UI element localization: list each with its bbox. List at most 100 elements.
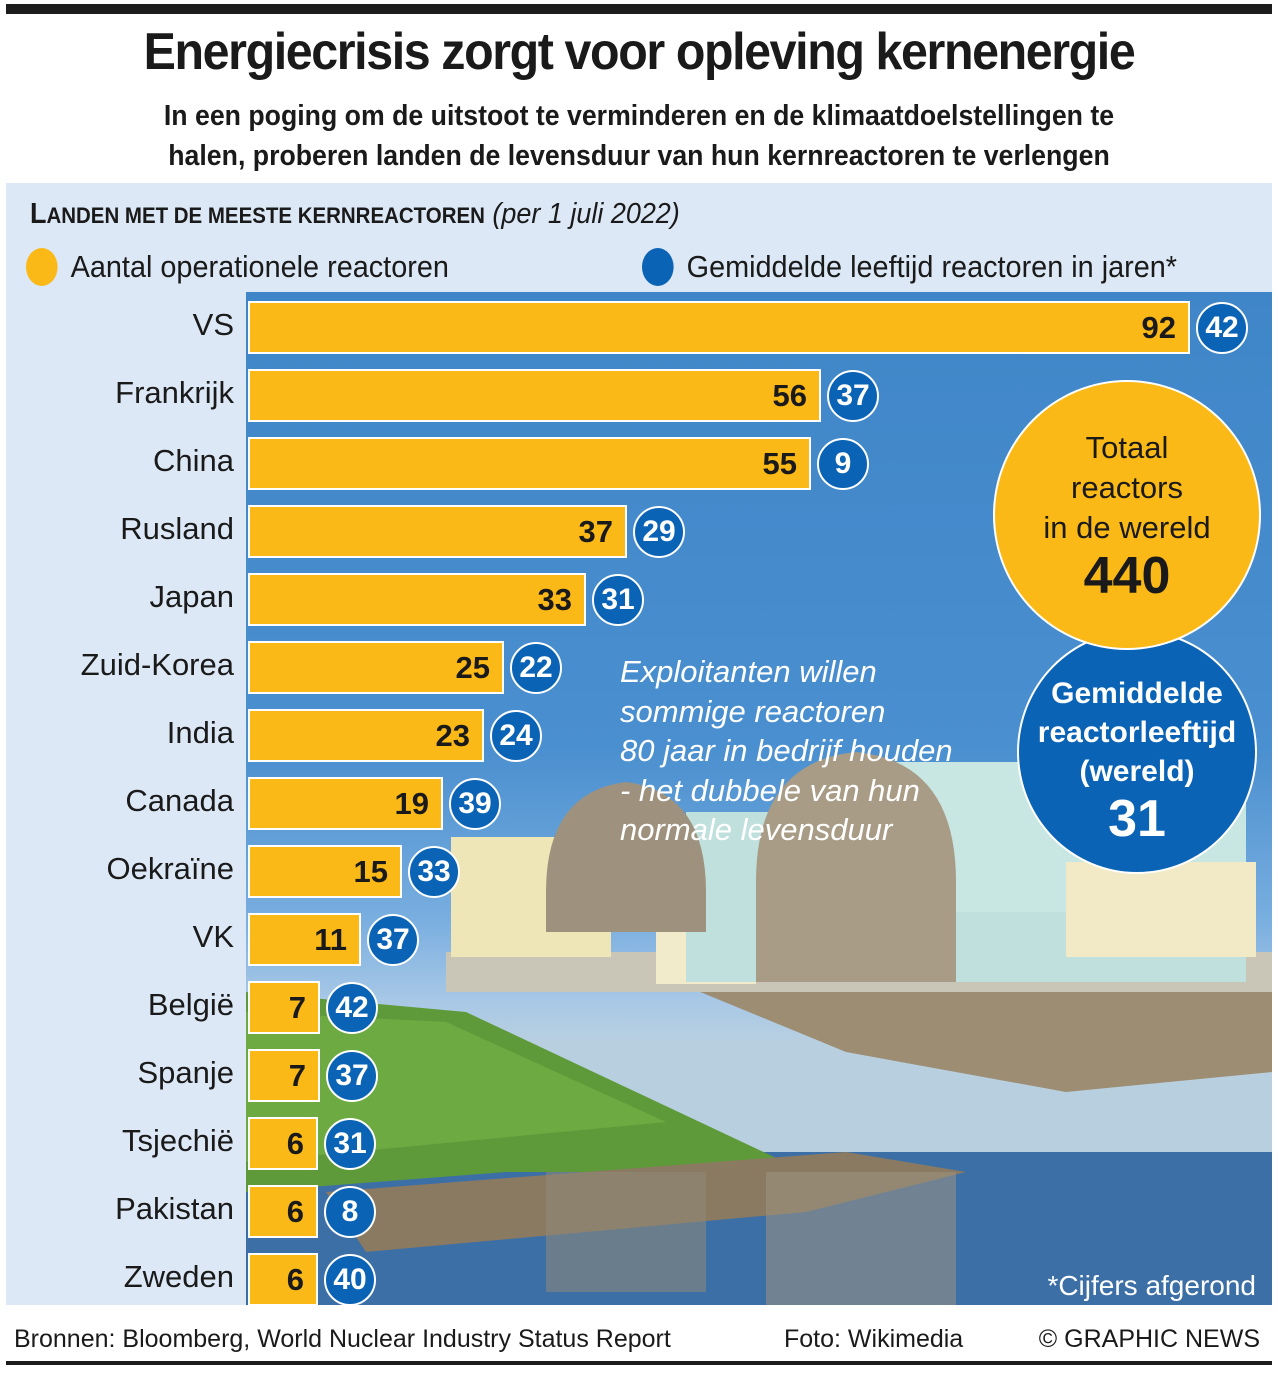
reactor-count-bar: 23	[248, 709, 484, 762]
top-rule	[6, 4, 1272, 14]
reactor-count-label: 23	[435, 717, 470, 753]
country-label: Frankrijk	[115, 375, 234, 410]
country-label: China	[153, 443, 234, 478]
country-label: Tsjechië	[122, 1123, 234, 1158]
reactor-count-label: 6	[286, 1261, 304, 1297]
dome-reflection-right	[766, 1172, 956, 1305]
reactor-count-label: 55	[762, 445, 797, 481]
reactor-count-label: 7	[288, 989, 306, 1025]
sources: Bronnen: Bloomberg, World Nuclear Indust…	[14, 1325, 671, 1353]
annotation-line: Exploitanten willen	[620, 654, 877, 689]
country-label: Pakistan	[115, 1191, 234, 1226]
reactor-count-bar: 6	[248, 1117, 318, 1170]
average-age-badge: 33	[408, 846, 460, 898]
chart-heading-first-letter: L	[30, 198, 47, 230]
total-value: 440	[1083, 547, 1171, 605]
average-age-bubble: Gemiddelde reactorleeftijd (wereld) 31	[1017, 630, 1257, 874]
total-label-line: reactors	[1071, 470, 1183, 505]
age-label-line: Gemiddelde	[1051, 677, 1223, 710]
reactor-count-label: 11	[314, 921, 347, 957]
average-age-badge: 37	[326, 1050, 378, 1102]
reactor-count-label: 56	[772, 377, 807, 413]
reactor-count-bar: 7	[248, 981, 320, 1034]
age-value: 31	[1108, 790, 1166, 848]
annotation-line: 80 jaar in bedrijf houden	[620, 733, 953, 768]
average-age-badge: 8	[324, 1186, 376, 1238]
reactor-count-label: 19	[394, 785, 429, 821]
copyright: © GRAPHIC NEWS	[1038, 1325, 1260, 1353]
bottom-rule	[6, 1361, 1272, 1365]
reactor-dome-right	[756, 752, 956, 982]
average-age-badge: 37	[367, 914, 419, 966]
annotation-line: sommige reactoren	[620, 693, 886, 729]
subtitle-line-2: halen, proberen landen de levensduur van…	[168, 140, 1110, 172]
yellow-dot-icon	[26, 248, 58, 286]
total-reactors-bubble: Totaal reactors in de wereld 440	[993, 380, 1261, 650]
average-age-badge: 31	[324, 1118, 376, 1170]
reactor-count-label: 33	[537, 581, 572, 617]
country-label: Japan	[149, 579, 234, 614]
page-title: Energiecrisis zorgt voor opleving kernen…	[143, 23, 1136, 81]
footnote: *Cijfers afgerond	[1047, 1270, 1256, 1301]
average-age-badge: 24	[490, 710, 542, 762]
country-label: India	[166, 715, 234, 750]
reactor-count-bar: 37	[248, 505, 627, 558]
building-right	[1066, 862, 1256, 957]
reactor-count-label: 15	[353, 853, 388, 889]
total-label-line: Totaal	[1085, 430, 1169, 465]
reactor-count-bar: 6	[248, 1185, 318, 1238]
age-label-line: (wereld)	[1079, 755, 1195, 788]
reactor-count-bar: 6	[248, 1253, 318, 1306]
average-age-badge: 22	[510, 642, 562, 694]
blue-dot-icon	[642, 248, 674, 286]
reactor-count-bar: 92	[248, 301, 1190, 354]
country-label: België	[147, 987, 234, 1022]
average-age-badge: 40	[324, 1254, 376, 1306]
annotation-text: Exploitanten willen sommige reactoren 80…	[620, 652, 1000, 850]
reactor-count-bar: 55	[248, 437, 811, 490]
reactor-count-label: 37	[578, 513, 613, 549]
reactor-count-label: 25	[455, 649, 490, 685]
photo-credit: Foto: Wikimedia	[784, 1325, 964, 1353]
chart-heading: LANDEN MET DE MEESTE KERNREACTOREN (per …	[30, 198, 680, 231]
reactor-count-bar: 15	[248, 845, 402, 898]
subtitle-line-1: In een poging om de uitstoot te verminde…	[163, 100, 1115, 132]
reactor-count-label: 7	[288, 1057, 306, 1093]
total-label-line: in de wereld	[1043, 510, 1211, 545]
reactor-count-bar: 25	[248, 641, 504, 694]
legend-reactor-count: Aantal operationele reactoren	[26, 248, 449, 286]
reactor-dome-left	[546, 782, 706, 932]
country-label: Zweden	[123, 1259, 234, 1294]
reactor-count-bar: 56	[248, 369, 821, 422]
country-label: VS	[192, 307, 234, 342]
average-age-badge: 31	[592, 574, 644, 626]
country-label: Zuid-Korea	[80, 647, 234, 682]
dome-reflection-left	[546, 1172, 706, 1292]
legend-average-age: Gemiddelde leeftijd reactoren in jaren*	[642, 248, 1177, 286]
annotation-line: normale levensduur	[620, 812, 893, 847]
average-age-badge: 29	[633, 506, 685, 558]
reactor-count-bar: 7	[248, 1049, 320, 1102]
average-age-badge: 42	[1196, 302, 1248, 354]
reactor-count-label: 6	[286, 1193, 304, 1229]
country-label: Rusland	[120, 511, 234, 546]
country-label: Oekraïne	[106, 851, 234, 886]
chart-heading-text: ANDEN MET DE MEESTE KERNREACTOREN	[46, 203, 485, 228]
reactor-count-label: 6	[286, 1125, 304, 1161]
reactor-count-bar: 11	[248, 913, 361, 966]
reactor-count-bar: 33	[248, 573, 586, 626]
page-subtitle: In een poging om de uitstoot te verminde…	[51, 96, 1227, 176]
reactor-count-label: 92	[1141, 309, 1176, 345]
average-age-badge: 42	[326, 982, 378, 1034]
legend-label: Aantal operationele reactoren	[70, 249, 449, 284]
country-label: VK	[192, 919, 234, 954]
age-label-line: reactorleeftijd	[1037, 716, 1237, 749]
chart-heading-date: (per 1 juli 2022)	[492, 198, 680, 230]
annotation-line: - het dubbele van hun	[620, 772, 920, 808]
country-label: Canada	[125, 783, 234, 818]
average-age-badge: 39	[449, 778, 501, 830]
legend-label: Gemiddelde leeftijd reactoren in jaren*	[686, 249, 1178, 284]
country-label: Spanje	[137, 1055, 234, 1090]
average-age-badge: 9	[817, 438, 869, 490]
average-age-badge: 37	[827, 370, 879, 422]
